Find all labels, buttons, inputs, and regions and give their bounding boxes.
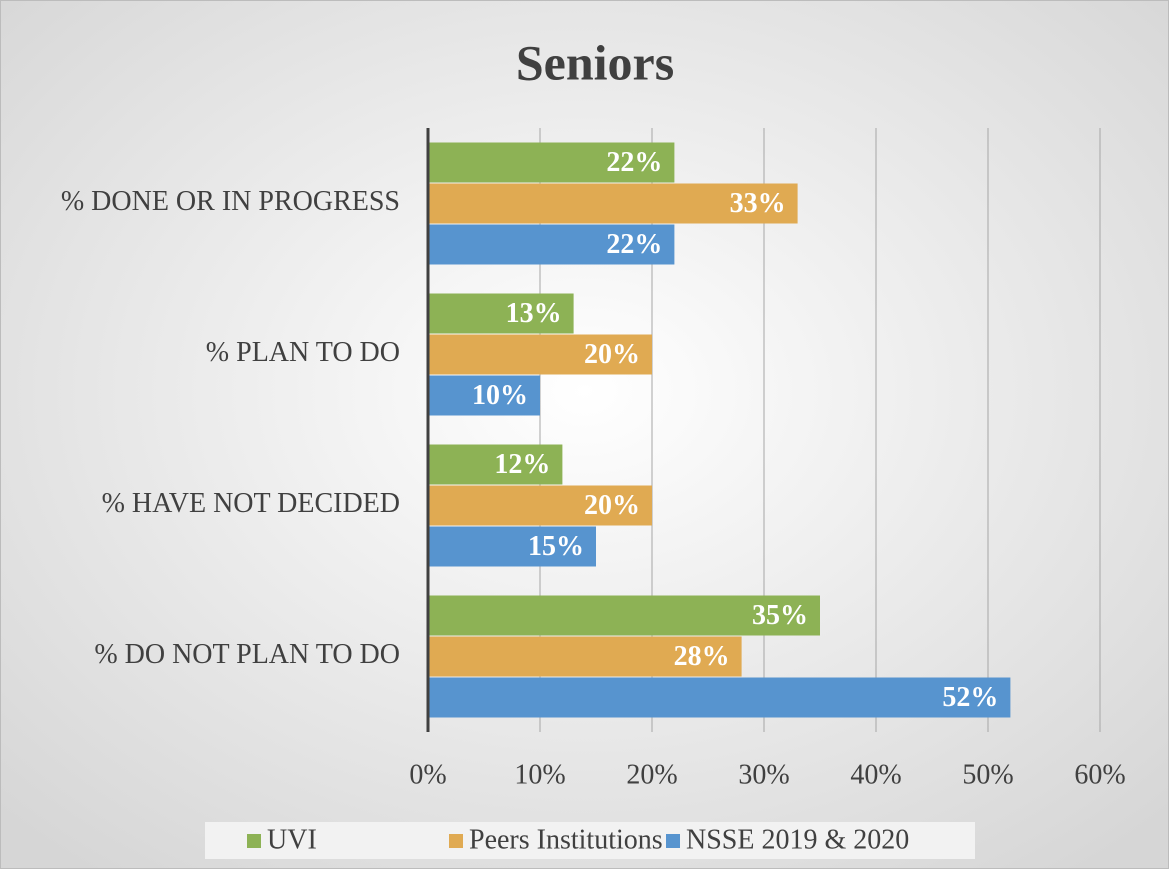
bar	[428, 293, 574, 334]
legend-swatch	[666, 834, 680, 848]
data-label: 28%	[674, 641, 730, 672]
x-tick-label: 40%	[850, 759, 901, 790]
chart-title: Seniors	[516, 34, 674, 90]
bar	[428, 595, 820, 636]
bar	[428, 444, 563, 485]
bar	[428, 224, 675, 265]
data-label: 20%	[584, 339, 640, 370]
bar	[428, 526, 596, 567]
data-label: 20%	[584, 490, 640, 521]
bar	[428, 636, 742, 677]
legend-label: Peers Institutions	[469, 824, 663, 855]
bar	[428, 485, 652, 526]
bar	[428, 142, 675, 183]
x-tick-label: 0%	[409, 759, 446, 790]
x-tick-label: 60%	[1074, 759, 1125, 790]
legend-label: NSSE 2019 & 2020	[686, 824, 909, 855]
y-tick-label: % DONE OR IN PROGRESS	[61, 186, 400, 217]
bar	[428, 183, 798, 224]
bar	[428, 375, 540, 416]
x-tick-label: 20%	[626, 759, 677, 790]
data-label: 12%	[494, 449, 550, 480]
data-label: 33%	[730, 188, 786, 219]
x-tick-label: 10%	[514, 759, 565, 790]
y-tick-label: % HAVE NOT DECIDED	[102, 488, 400, 519]
bar	[428, 334, 652, 375]
y-tick-label: % DO NOT PLAN TO DO	[94, 639, 400, 670]
data-label: 35%	[752, 600, 808, 631]
data-label: 22%	[606, 229, 662, 260]
legend	[205, 822, 975, 859]
data-label: 22%	[606, 147, 662, 178]
y-tick-label: % PLAN TO DO	[206, 337, 400, 368]
x-tick-label: 30%	[738, 759, 789, 790]
legend-swatch	[247, 834, 261, 848]
bar	[428, 677, 1011, 718]
x-tick-label: 50%	[962, 759, 1013, 790]
data-label: 13%	[506, 298, 562, 329]
legend-label: UVI	[267, 824, 317, 855]
data-label: 52%	[942, 682, 998, 713]
data-label: 15%	[528, 531, 584, 562]
legend-swatch	[449, 834, 463, 848]
data-label: 10%	[472, 380, 528, 411]
